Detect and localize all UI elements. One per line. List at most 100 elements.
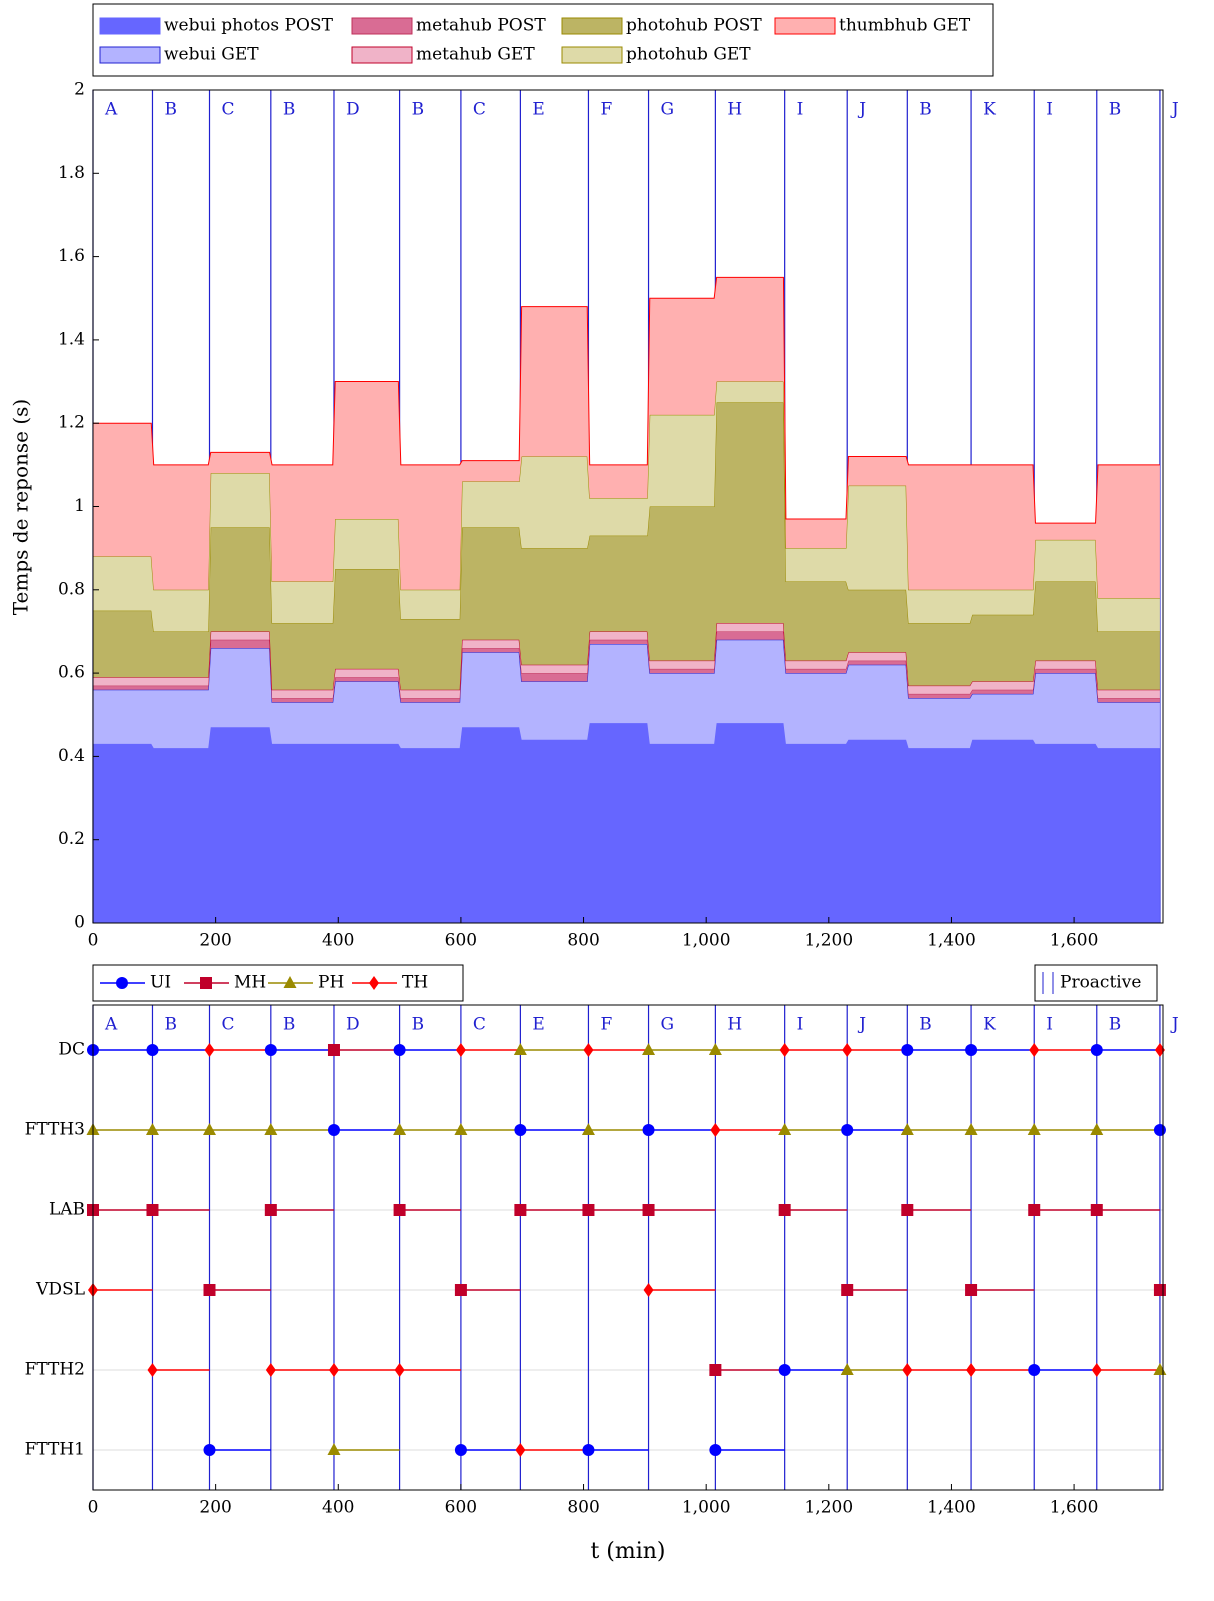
phase-label: J [1170, 100, 1179, 120]
phase-label: H [727, 1015, 742, 1035]
y-tick-label: VDSL [35, 1280, 85, 1300]
marker [1154, 1043, 1165, 1057]
legend-label: webui GET [164, 45, 259, 65]
legend-label: photohub GET [626, 45, 751, 65]
legend-box [92, 3, 994, 77]
x-tick-label: 1,000 [682, 1498, 731, 1518]
marker [1153, 1363, 1167, 1375]
y-tick-label: 2 [74, 80, 85, 100]
y-tick-label: DC [58, 1040, 85, 1060]
marker [454, 1123, 468, 1135]
marker [583, 1043, 594, 1057]
y-tick-label: 0.2 [58, 829, 85, 849]
marker [708, 1043, 722, 1055]
phase-label: J [1170, 1015, 1179, 1035]
phase-label: A [104, 1015, 118, 1035]
phase-label: C [473, 100, 486, 120]
marker [203, 1444, 216, 1456]
y-tick-label: FTTH3 [25, 1120, 85, 1140]
marker [454, 1284, 467, 1296]
phase-label: B [1109, 100, 1122, 120]
phase-label: B [164, 100, 177, 120]
x-tick-label: 400 [322, 1498, 354, 1518]
phase-label: E [532, 100, 544, 120]
marker [203, 1284, 216, 1296]
x-tick-label: 800 [567, 1498, 599, 1518]
phase-label: B [412, 100, 425, 120]
legend-label: TH [402, 973, 428, 993]
marker [643, 1283, 654, 1297]
legend-swatch [351, 46, 413, 64]
phase-label: D [346, 100, 360, 120]
x-tick-label: 200 [199, 1498, 231, 1518]
phase-label: I [797, 100, 804, 120]
phase-label: B [283, 100, 296, 120]
marker [900, 1123, 914, 1135]
y-axis-label: Temps de reponse (s) [9, 399, 33, 615]
y-tick-label: 0.8 [58, 579, 85, 599]
marker [709, 1364, 722, 1376]
legend-label: webui photos POST [164, 16, 334, 36]
x-tick-label: 1,200 [804, 931, 853, 951]
marker [147, 1363, 158, 1377]
y-tick-label: LAB [49, 1200, 85, 1220]
marker [514, 1204, 527, 1216]
legend-label: metahub POST [416, 16, 546, 36]
marker [394, 1363, 405, 1377]
marker [1090, 1044, 1103, 1056]
marker [1153, 1124, 1166, 1136]
phase-label: C [222, 1015, 235, 1035]
area [93, 277, 1160, 599]
marker [965, 1044, 978, 1056]
phase-label: B [919, 1015, 932, 1035]
legend-swatch [774, 17, 836, 35]
phase-label: J [857, 100, 866, 120]
legend-box [1034, 964, 1158, 1002]
y-tick-label: 1 [74, 496, 85, 516]
phase-label: B [283, 1015, 296, 1035]
marker [146, 1044, 159, 1056]
y-tick-label: 1.6 [58, 246, 85, 266]
y-tick-label: FTTH1 [25, 1440, 85, 1460]
y-tick-label: 1.8 [58, 163, 85, 183]
x-tick-label: 0 [88, 1498, 99, 1518]
phase-label: A [104, 100, 118, 120]
marker [1091, 1363, 1102, 1377]
area [93, 723, 1160, 923]
phase-label: I [797, 1015, 804, 1035]
phase-label: E [532, 1015, 544, 1035]
marker [964, 1123, 978, 1135]
plot-frame [92, 1004, 1164, 1491]
phase-label: F [600, 100, 612, 120]
marker [778, 1364, 791, 1376]
legend-label: PH [318, 973, 344, 993]
legend-label: metahub GET [416, 45, 535, 65]
marker [146, 1204, 159, 1216]
marker [1028, 1364, 1041, 1376]
legend-swatch [561, 17, 623, 35]
marker [778, 1123, 792, 1135]
marker [778, 1204, 791, 1216]
legend-swatch [351, 17, 413, 35]
marker [966, 1363, 977, 1377]
y-tick-label: FTTH2 [25, 1360, 85, 1380]
y-tick-label: 0 [74, 913, 85, 933]
marker [327, 1044, 340, 1056]
area [93, 623, 1160, 699]
legend-label: photohub POST [626, 16, 762, 36]
marker [200, 977, 212, 989]
phase-label: I [1046, 100, 1053, 120]
marker [454, 1444, 467, 1456]
area [93, 402, 1160, 690]
marker [1029, 1043, 1040, 1057]
marker [145, 1123, 159, 1135]
marker [1027, 1123, 1041, 1135]
x-tick-label: 400 [322, 931, 354, 951]
area-edge [93, 276, 1160, 524]
marker [582, 1444, 595, 1456]
legend-label: MH [234, 973, 266, 993]
marker [642, 1043, 656, 1055]
phase-label: G [661, 1015, 675, 1035]
